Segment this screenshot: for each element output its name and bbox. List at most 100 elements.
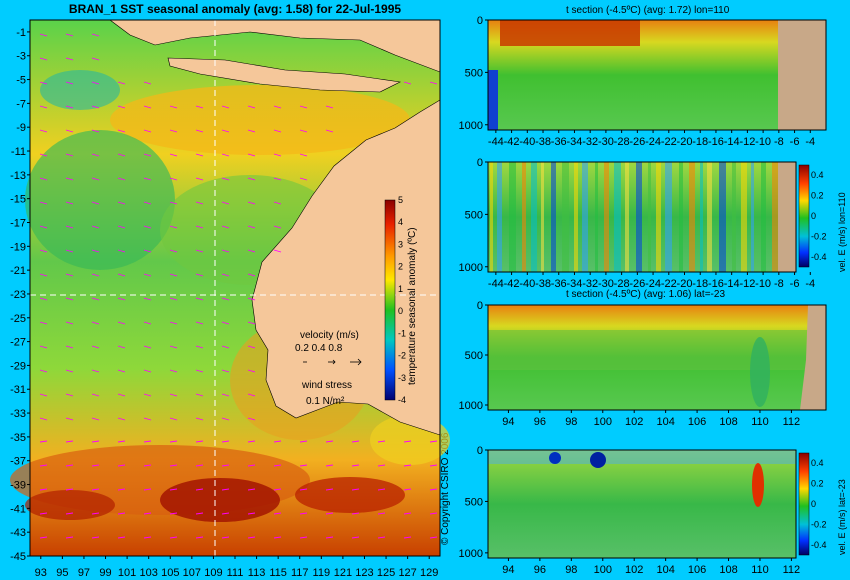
map-vector (195, 417, 204, 421)
map-y-tick-label: -33 (10, 408, 26, 420)
velocity-legend-arrows (303, 358, 362, 366)
map-x-tick-labels: 93 95 97 99 101 103 105 107 109 111 113 115 117 119 12… (35, 556, 438, 579)
map-vector (65, 201, 74, 205)
map-vector (65, 345, 74, 349)
velocity-legend-title: velocity (m/s) (300, 330, 359, 341)
sst-colorbar-tick-label: -3 (398, 373, 406, 383)
map-vector (39, 536, 48, 539)
map-vector (117, 105, 126, 109)
map-y-tick-labels: -1 -3 -5 -7 -9 -11 -13 -15 -17 -19 -21 -23 -25 -27 -29… (10, 27, 30, 563)
panel4-vel-section: 0.40.20-0.2-0.4 vel. E (m/s) lat=-23 94 9… (459, 445, 847, 576)
map-vector (247, 249, 256, 253)
map-vector (117, 345, 126, 349)
map-vector (143, 345, 152, 349)
map-vector (169, 464, 178, 467)
section-x-tick-label: 102 (625, 416, 643, 428)
map-vector (429, 512, 438, 515)
map-y-tick-label: -31 (10, 384, 26, 396)
map-y-tick-label: -41 (10, 503, 26, 515)
map-y-tick-label: -43 (10, 527, 26, 539)
map-vector (91, 512, 100, 515)
sst-colorbar-tick-label: 2 (398, 262, 403, 272)
map-y-tick-label: -21 (10, 265, 26, 277)
map-vector (221, 225, 230, 229)
map-vector (195, 464, 204, 467)
map-vector (39, 57, 48, 61)
section-y-tick-label: 1000 (459, 400, 483, 412)
panel1-title: t section (-4.5ºC) (avg: 1.72) lon=110 (566, 5, 730, 16)
map-vector (91, 105, 100, 109)
map-vector (39, 345, 48, 349)
map-vector (169, 129, 178, 133)
map-vector (143, 321, 152, 325)
map-y-tick-label: -37 (10, 456, 26, 468)
map-vector (221, 153, 230, 157)
map-vector (91, 369, 100, 373)
map-vector (143, 369, 152, 373)
map-vector (351, 464, 360, 467)
map-y-tick-label: -29 (10, 360, 26, 372)
map-vector (117, 81, 126, 85)
map-x-tick-label: 117 (291, 567, 309, 579)
velocity-stripe (741, 162, 747, 272)
velocity-stripe (625, 162, 629, 272)
map-x-tick-label: 125 (377, 567, 395, 579)
velocity-stripe (751, 162, 754, 272)
map-y-tick-label: -5 (16, 75, 26, 87)
map-vector (325, 440, 334, 443)
map-vector (39, 512, 48, 515)
map-vector (169, 536, 178, 539)
map-vector (403, 464, 412, 467)
map-vector (91, 488, 100, 491)
panel4-westward-core (590, 452, 606, 468)
sst-colorbar-label: temperature seasonal anomaly (ºC) (407, 227, 418, 385)
section-x-tick-label: -12 (739, 136, 755, 148)
map-y-tick-label: -7 (16, 98, 26, 110)
velocity-stripe (551, 162, 556, 272)
map-vector (247, 440, 256, 443)
map-vector (247, 297, 256, 301)
map-vector (247, 153, 256, 157)
map-vector (247, 273, 256, 277)
map-vector (39, 273, 48, 277)
section-y-tick-label: 1000 (459, 120, 483, 132)
sst-colorbar-tick-label: -1 (398, 328, 406, 338)
panel3-title: t section (-4.5ºC) (avg: 1.06) lat=-23 (566, 289, 725, 300)
map-vector (143, 81, 152, 85)
map-vector (143, 201, 152, 205)
section-x-tick-label: -4 (805, 278, 815, 290)
vel-colorbar-tick-label: -0.2 (811, 231, 827, 241)
map-y-tick-label: -1 (16, 27, 26, 39)
map-vector (325, 488, 334, 491)
section-x-tick-label: -24 (645, 136, 661, 148)
vel-colorbar-tick-label: 0.2 (811, 479, 824, 489)
map-vector (221, 369, 230, 373)
map-vector (91, 225, 100, 229)
velocity-stripe (509, 162, 516, 272)
section-x-tick-label: -4 (805, 136, 815, 148)
section-y-tick-label: 0 (477, 445, 483, 457)
section-x-tick-label: -44 (488, 136, 504, 148)
panel4-westward-core-2 (549, 452, 561, 464)
map-vector (299, 512, 308, 515)
section-x-tick-label: -38 (535, 278, 551, 290)
map-vector (325, 536, 334, 539)
map-vector (117, 369, 126, 373)
section-x-tick-label: -36 (551, 136, 567, 148)
panel1-bathy (778, 20, 826, 130)
map-vector (117, 321, 126, 325)
map-vector (377, 512, 386, 515)
map-vector (117, 177, 126, 181)
map-vector (91, 297, 100, 301)
map-vector (117, 488, 126, 491)
vel-colorbar-tick-label: 0.4 (811, 170, 824, 180)
map-vector (65, 153, 74, 157)
panel4-eddy-core (752, 463, 764, 507)
section-x-tick-label: -6 (790, 278, 800, 290)
map-x-tick-label: 105 (161, 567, 179, 579)
map-y-tick-label: -25 (10, 313, 26, 325)
map-x-tick-label: 95 (56, 567, 68, 579)
map-vector (377, 488, 386, 491)
velocity-stripe (732, 162, 736, 272)
map-vector (221, 536, 230, 539)
